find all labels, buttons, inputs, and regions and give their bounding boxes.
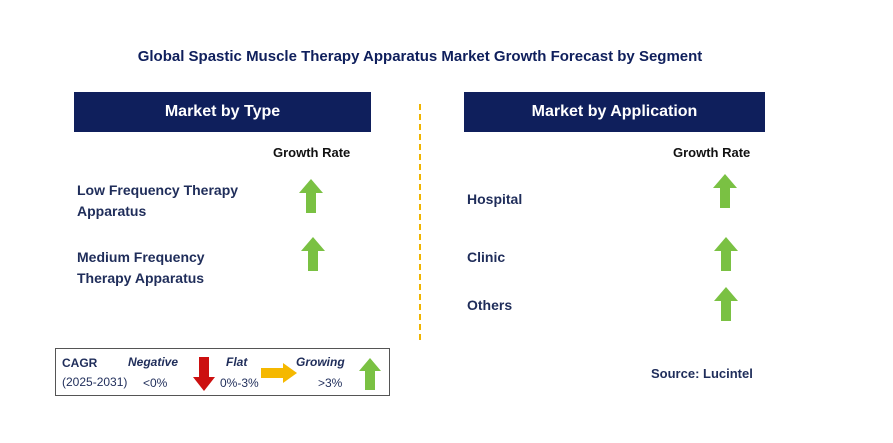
application-growth-rate-label: Growth Rate [673, 145, 751, 160]
up-arrow-icon [301, 237, 325, 271]
type-item-medium-frequency-line2: Therapy Apparatus [77, 270, 205, 286]
down-arrow-icon [193, 357, 215, 391]
type-header-label: Market by Type [164, 103, 281, 120]
up-arrow-icon [713, 174, 737, 208]
type-item-low-frequency: Low Frequency Therapy Apparatus [77, 180, 238, 222]
legend-growing-label: Growing [296, 355, 345, 369]
chart-title: Global Spastic Muscle Therapy Apparatus … [137, 48, 703, 65]
application-header: Market by Application [464, 92, 765, 132]
legend-negative-label: Negative [128, 355, 179, 369]
legend-growing-range: >3% [318, 376, 343, 390]
up-arrow-icon [359, 358, 381, 390]
source-label: Source: Lucintel [651, 366, 753, 381]
legend-cagr-label: CAGR [62, 356, 98, 370]
application-item-clinic: Clinic [467, 249, 506, 265]
type-item-medium-frequency-line1: Medium Frequency [77, 249, 205, 265]
panel-divider [419, 104, 421, 340]
type-item-low-frequency-line2: Apparatus [77, 203, 147, 219]
application-header-label: Market by Application [531, 103, 698, 120]
type-item-medium-frequency: Medium Frequency Therapy Apparatus [77, 247, 205, 289]
cagr-legend: CAGR (2025-2031) Negative <0% Flat 0%-3%… [55, 348, 390, 396]
legend-period: (2025-2031) [62, 375, 128, 389]
up-arrow-icon [299, 179, 323, 213]
right-arrow-icon [261, 363, 297, 383]
legend-negative-range: <0% [143, 376, 168, 390]
legend-flat-label: Flat [226, 355, 248, 369]
legend-flat-range: 0%-3% [220, 376, 259, 390]
application-item-others: Others [467, 297, 513, 313]
type-item-low-frequency-line1: Low Frequency Therapy [77, 182, 239, 198]
type-growth-rate-label: Growth Rate [273, 145, 351, 160]
type-header: Market by Type [74, 92, 371, 132]
up-arrow-icon [714, 287, 738, 321]
application-item-hospital: Hospital [467, 191, 523, 207]
up-arrow-icon [714, 237, 738, 271]
